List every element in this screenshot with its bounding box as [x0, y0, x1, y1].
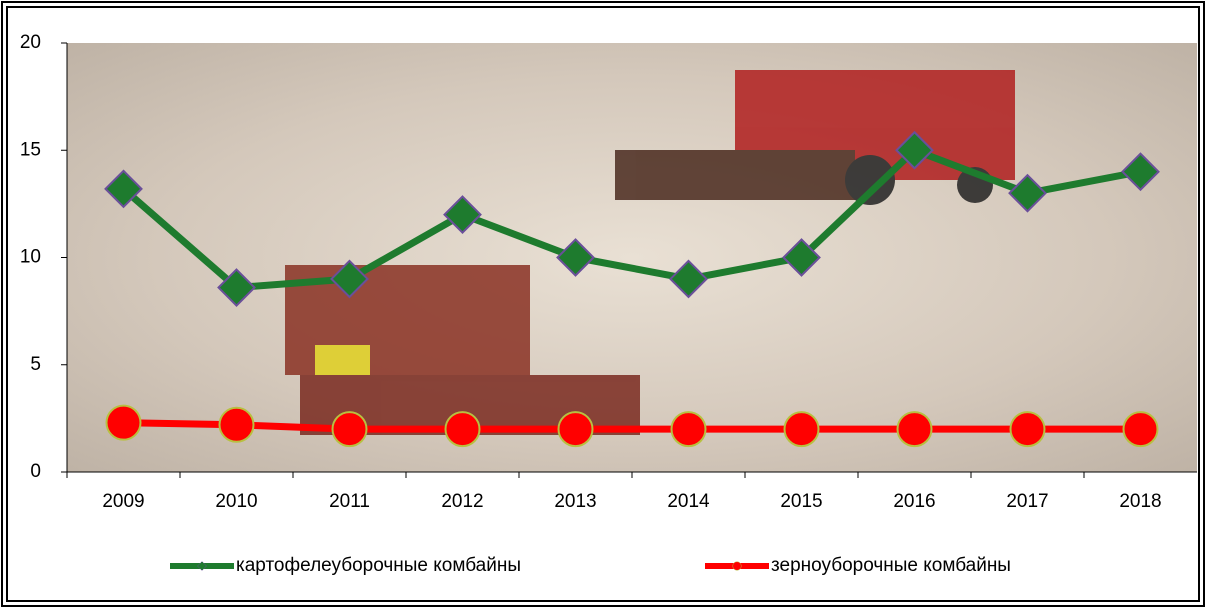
chart: 0 5 10 15 20 2009 2010 2011 2012 2013 2014 2015 2016…	[0, 0, 1206, 608]
data-point	[107, 406, 141, 440]
data-point	[559, 412, 593, 446]
data-point	[333, 412, 367, 446]
y-tick-label: 0	[30, 461, 41, 482]
y-tick-label: 5	[30, 354, 41, 375]
x-tick-label: 2013	[554, 491, 596, 512]
legend-label: зерноуборочные комбайны	[771, 555, 1011, 576]
data-point	[220, 408, 254, 442]
x-tick-label: 2018	[1119, 491, 1161, 512]
data-point	[1011, 412, 1045, 446]
legend-marker	[733, 562, 742, 571]
x-tick-label: 2010	[215, 491, 257, 512]
data-point	[672, 412, 706, 446]
x-tick-label: 2017	[1006, 491, 1048, 512]
y-tick-label: 20	[20, 32, 41, 53]
x-tick-label: 2016	[893, 491, 935, 512]
legend-label: картофелеуборочные комбайны	[236, 555, 521, 576]
x-tick-label: 2009	[102, 491, 144, 512]
x-tick-label: 2012	[441, 491, 483, 512]
data-point	[1124, 412, 1158, 446]
y-tick-label: 15	[20, 139, 41, 160]
data-point	[446, 412, 480, 446]
y-tick-label: 10	[20, 247, 41, 268]
x-tick-label: 2014	[667, 491, 710, 512]
data-point	[898, 412, 932, 446]
x-tick-label: 2011	[329, 491, 370, 512]
x-tick-label: 2015	[780, 491, 822, 512]
data-point	[785, 412, 819, 446]
